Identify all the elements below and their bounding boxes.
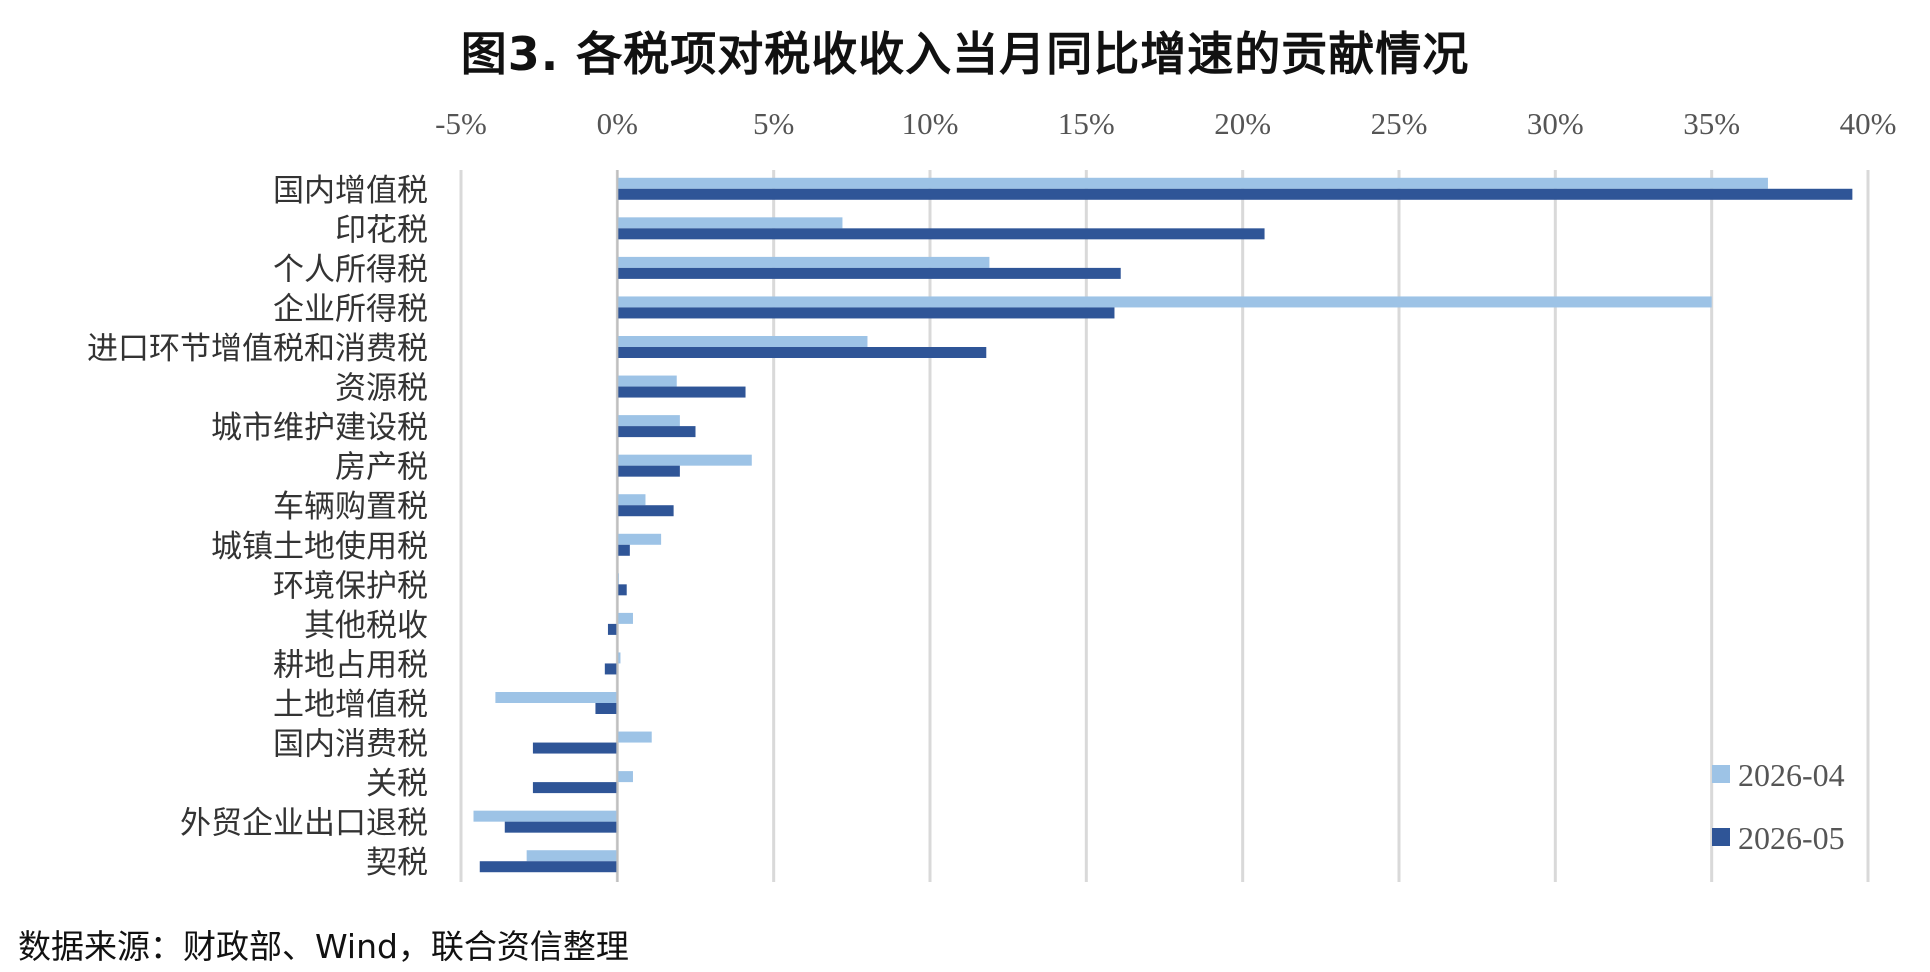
bar-2026-05 [532, 742, 618, 754]
chart-title: 图3. 各税项对税收收入当月同比增速的贡献情况 [460, 27, 1470, 81]
bar-2026-04 [617, 612, 633, 624]
category-label: 土地增值税 [273, 687, 428, 723]
bar-2026-05 [595, 703, 618, 714]
bar-2026-04 [617, 731, 652, 743]
bar-2026-04 [617, 415, 680, 427]
x-tick-label: 0% [597, 106, 638, 141]
category-label: 国内增值税 [273, 173, 428, 209]
legend-swatch [1712, 765, 1730, 783]
bar-2026-04 [617, 336, 868, 347]
bar-2026-05 [617, 188, 1853, 200]
bar-2026-05 [617, 267, 1121, 279]
x-tick-label: -5% [435, 106, 487, 141]
category-label: 进口环节增值税和消费税 [87, 331, 428, 367]
category-label: 耕地占用税 [273, 647, 428, 683]
x-tick-label: 35% [1683, 106, 1740, 141]
category-label: 资源税 [335, 371, 428, 407]
bar-2026-05 [617, 426, 696, 438]
bar-2026-05 [479, 861, 618, 873]
legend: 2026-04 2026-05 [1712, 757, 1845, 856]
category-label: 契税 [366, 845, 428, 881]
category-label: 印花税 [335, 212, 428, 248]
bar-2026-04 [526, 850, 618, 862]
bar-2026-04 [617, 296, 1712, 308]
category-label: 国内消费税 [273, 727, 428, 763]
bar-2026-05 [504, 821, 618, 833]
bar-2026-05 [617, 386, 746, 398]
category-label: 城市维护建设税 [211, 410, 428, 446]
category-label: 车辆购置税 [273, 489, 428, 525]
category-label: 关税 [366, 766, 428, 802]
bar-2026-04 [495, 692, 618, 703]
x-tick-label: 10% [902, 106, 959, 141]
x-tick-label: 30% [1527, 106, 1584, 141]
legend-swatch [1712, 828, 1730, 846]
bar-2026-05 [617, 544, 630, 556]
bar-2026-05 [617, 584, 627, 596]
x-tick-label: 20% [1214, 106, 1271, 141]
bar-2026-04 [617, 177, 1768, 189]
bar-2026-04 [617, 771, 633, 783]
bar-2026-05 [617, 505, 674, 517]
x-tick-label: 5% [753, 106, 794, 141]
legend-label: 2026-05 [1738, 820, 1845, 856]
bar-2026-04 [617, 533, 662, 545]
x-tick-label: 25% [1371, 106, 1428, 141]
bar-2026-04 [617, 256, 990, 268]
category-label: 其他税收 [304, 608, 428, 644]
legend-label: 2026-04 [1738, 757, 1845, 793]
bar-2026-05 [604, 663, 618, 675]
bar-2026-04 [617, 375, 677, 387]
category-label: 城镇土地使用税 [211, 529, 428, 565]
bar-2026-04 [617, 454, 752, 466]
x-axis-ticks: -5% 0% 5% 10% 15% 20% 25% 30% 35% 40% [435, 106, 1896, 141]
bar-2026-05 [532, 782, 618, 794]
bar-2026-05 [617, 307, 1115, 319]
category-label: 外贸企业出口退税 [180, 806, 428, 842]
source-note: 数据来源：财政部、Wind，联合资信整理 [18, 927, 629, 966]
category-label: 环境保护税 [273, 568, 428, 604]
category-label: 个人所得税 [273, 252, 428, 288]
category-label: 房产税 [335, 450, 428, 486]
bar-2026-05 [617, 228, 1265, 240]
bar-2026-04 [473, 810, 618, 822]
bars [473, 170, 1853, 882]
category-label: 企业所得税 [273, 291, 428, 327]
bar-2026-04 [617, 652, 621, 664]
x-tick-label: 40% [1840, 106, 1897, 141]
category-labels: 国内增值税印花税个人所得税企业所得税进口环节增值税和消费税资源税城市维护建设税房… [87, 173, 428, 881]
bar-2026-05 [617, 347, 987, 358]
x-tick-label: 15% [1058, 106, 1115, 141]
bar-2026-04 [617, 494, 646, 506]
bar-2026-05 [607, 623, 618, 635]
bar-2026-04 [617, 217, 843, 229]
bar-2026-05 [617, 465, 680, 477]
